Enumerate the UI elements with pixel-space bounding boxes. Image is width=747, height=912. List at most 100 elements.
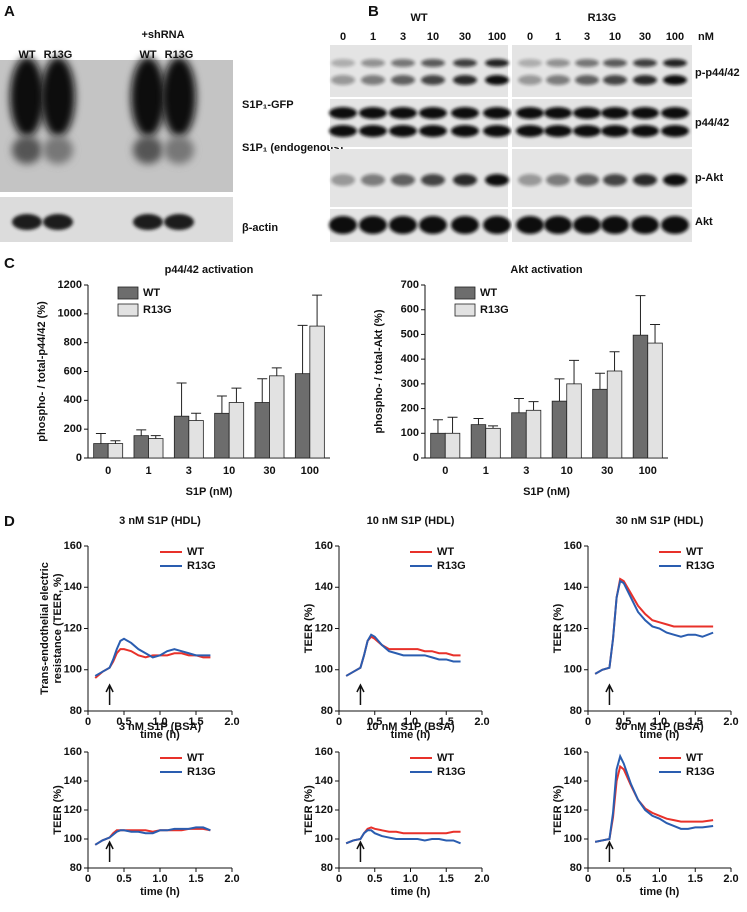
- bar: [148, 438, 164, 459]
- band: [573, 107, 601, 119]
- x-tick-label: 1.0: [152, 873, 167, 885]
- dose-label: 10: [609, 31, 621, 43]
- band: [162, 57, 196, 137]
- blot: [330, 149, 508, 207]
- x-tick-label: 2.0: [723, 716, 738, 728]
- dose-label: 10: [427, 31, 439, 43]
- band: [164, 136, 194, 164]
- band: [631, 107, 659, 119]
- band: [573, 125, 601, 137]
- row-label: p44/42: [695, 117, 729, 129]
- y-tick-label: 160: [64, 540, 82, 552]
- x-tick-label: 0.5: [616, 716, 631, 728]
- y-tick-label: 80: [570, 862, 582, 874]
- bar: [269, 375, 285, 459]
- band: [391, 59, 415, 67]
- dose-label: 0: [340, 31, 346, 43]
- y-tick-label: 200: [64, 423, 82, 435]
- series-line: [594, 579, 714, 675]
- band: [661, 216, 689, 234]
- y-tick-label: 140: [64, 775, 82, 787]
- band: [389, 125, 417, 137]
- panel-label: B: [368, 3, 379, 20]
- x-tick-label: 2.0: [224, 716, 239, 728]
- bar: [647, 342, 663, 459]
- error-bar: [110, 440, 121, 444]
- x-axis-label: S1P (nM): [523, 486, 570, 498]
- y-tick-label: 140: [315, 581, 333, 593]
- series-line: [345, 829, 461, 845]
- y-axis-label: TEER (%): [303, 603, 315, 653]
- legend-label: WT: [686, 546, 703, 558]
- addition-arrow: [605, 840, 614, 862]
- x-tick-label: 0.5: [116, 873, 131, 885]
- series-line: [94, 637, 211, 677]
- dose-label: 1: [555, 31, 561, 43]
- band: [41, 57, 75, 137]
- band: [359, 216, 387, 234]
- bar: [632, 334, 649, 459]
- error-bar: [447, 416, 458, 434]
- y-tick-label: 300: [401, 378, 419, 390]
- band: [10, 57, 44, 137]
- y-axis-label: TEER (%): [552, 785, 564, 835]
- dose-label: 0: [527, 31, 533, 43]
- y-tick-label: 800: [64, 337, 82, 349]
- y-axis-label: TEER (%): [303, 785, 315, 835]
- y-tick-label: 200: [401, 402, 419, 414]
- x-axis-label: time (h): [391, 729, 431, 741]
- y-tick-label: 80: [321, 705, 333, 717]
- y-tick-label: 160: [564, 746, 582, 758]
- y-tick-label: 120: [64, 804, 82, 816]
- dose-label: 30: [459, 31, 471, 43]
- band: [546, 59, 570, 67]
- x-tick-label: 2.0: [224, 873, 239, 885]
- bar: [294, 373, 311, 459]
- y-tick-label: 160: [315, 540, 333, 552]
- chart-title: Akt activation: [510, 264, 582, 276]
- band-label: β-actin: [242, 222, 278, 234]
- legend-label: R13G: [437, 766, 466, 778]
- band: [483, 216, 511, 234]
- legend-label: WT: [480, 287, 497, 299]
- dose-label: 1: [370, 31, 376, 43]
- bar: [188, 420, 204, 459]
- y-tick-label: 80: [321, 862, 333, 874]
- x-tick-label: 3: [186, 465, 192, 477]
- x-tick-label: 0: [105, 465, 111, 477]
- series-line: [345, 633, 461, 677]
- addition-arrow: [105, 683, 114, 705]
- y-tick-label: 1200: [58, 279, 82, 291]
- y-tick-label: 100: [564, 664, 582, 676]
- error-bar: [297, 324, 308, 374]
- error-bar: [488, 425, 499, 429]
- group-label: +shRNA: [141, 29, 184, 41]
- band: [485, 59, 509, 67]
- x-tick-label: 10: [561, 465, 573, 477]
- band: [359, 125, 387, 137]
- band-label: S1P₁ (endogenous): [242, 142, 343, 154]
- error-bar: [150, 435, 161, 439]
- band: [421, 59, 445, 67]
- x-tick-label: 1.5: [439, 873, 454, 885]
- x-tick-label: 1.5: [188, 873, 203, 885]
- chart-title: 30 nM S1P (HDL): [616, 515, 704, 527]
- chart-title: p44/42 activation: [165, 264, 254, 276]
- x-tick-label: 0.5: [116, 716, 131, 728]
- x-tick-label: 2.0: [474, 873, 489, 885]
- band: [518, 59, 542, 67]
- x-tick-label: 0: [85, 716, 91, 728]
- y-tick-label: 100: [315, 664, 333, 676]
- x-tick-label: 2.0: [723, 873, 738, 885]
- error-bar: [95, 432, 106, 444]
- bar: [525, 409, 542, 459]
- band: [601, 125, 629, 137]
- error-bar: [473, 417, 484, 425]
- band: [451, 107, 479, 119]
- band: [518, 75, 542, 85]
- y-tick-label: 120: [564, 804, 582, 816]
- legend-label: R13G: [143, 304, 172, 316]
- panel-label: A: [4, 3, 15, 20]
- error-bar: [635, 295, 646, 336]
- x-tick-label: 0: [336, 716, 342, 728]
